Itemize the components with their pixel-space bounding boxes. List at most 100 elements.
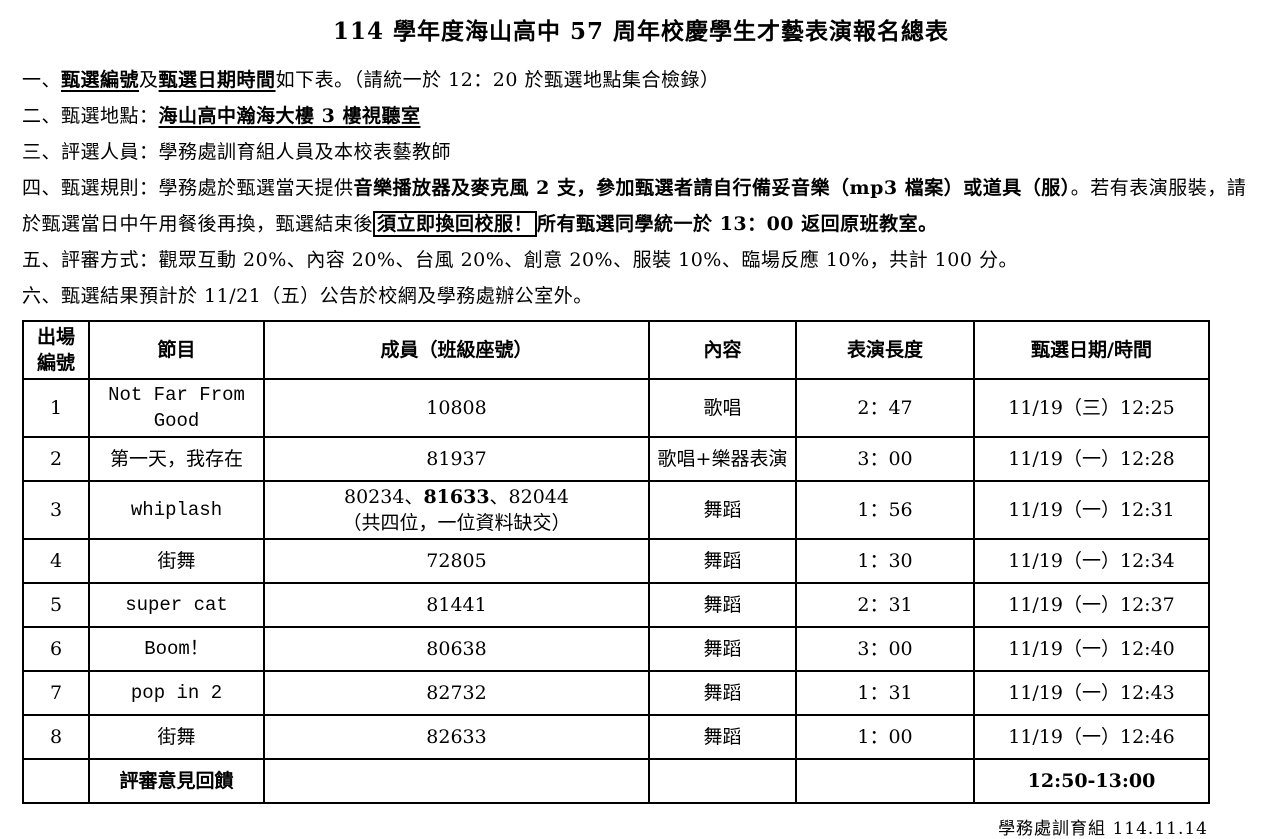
table-cell: 81937 (263, 436, 650, 482)
table-cell: 82732 (263, 670, 650, 716)
table-cell: 80234、81633、82044 （共四位，一位資料缺交） (263, 480, 650, 540)
table-cell: 11/19（三）12:25 (973, 378, 1210, 438)
table-cell: 1 (22, 378, 90, 438)
table-row: 5 super cat 81441 舞蹈 2：31 11/19（一）12:37 (22, 582, 1210, 628)
table-header: 出場 編號 節目 成員（班級座號） 內容 表演長度 甄選日期/時間 (22, 320, 1210, 380)
table-cell: 10808 (263, 378, 650, 438)
table-cell: 歌唱+樂器表演 (648, 436, 797, 482)
table-cell: 舞蹈 (648, 714, 797, 760)
note-segment: 音樂播放器及麥克風 2 支，參加甄選者請自行備妥音樂（mp3 檔案）或道具（服） (353, 177, 1071, 199)
note-segment: 六、甄選結果預計於 11/21（五）公告於校網及學務處辦公室外。 (22, 285, 593, 307)
table-cell: 3：00 (795, 436, 975, 482)
table-header-cell: 出場 編號 (22, 320, 90, 380)
table-cell: 街舞 (88, 714, 265, 760)
table-cell: 舞蹈 (648, 480, 797, 540)
table-header-cell: 成員（班級座號） (263, 320, 650, 380)
table-cell: 3：00 (795, 626, 975, 672)
cell-segment: 評審意見回饋 (119, 770, 234, 792)
table-row: 1 Not Far From Good 10808 歌唱 2：47 11/19（三）12:… (22, 378, 1210, 438)
table-row: 2 第一天，我存在 81937 歌唱+樂器表演 3：00 11/19（一）12:28 (22, 436, 1210, 482)
table-cell: pop in 2 (88, 670, 265, 716)
table-cell: 1：30 (795, 538, 975, 584)
table-cell: 評審意見回饋 (88, 758, 265, 804)
table-cell: 11/19（一）12:37 (973, 582, 1210, 628)
table-header-cell: 表演長度 (795, 320, 975, 380)
table-cell (795, 758, 975, 804)
table-row: 評審意見回饋 12:50-13:00 (22, 758, 1210, 804)
table-row: 8 街舞 82633 舞蹈 1：00 11/19（一）12:46 (22, 714, 1210, 760)
cell-segment: 80234、 (343, 486, 424, 508)
note-item: 二、甄選地點：海山高中瀚海大樓 3 樓視聽室 (22, 98, 1260, 134)
table-cell (263, 758, 650, 804)
note-segment: 海山高中瀚海大樓 3 樓視聽室 (158, 105, 421, 127)
registration-table: 出場 編號 節目 成員（班級座號） 內容 表演長度 甄選日期/時間 1 Not Far Fro… (22, 320, 1210, 804)
table-cell: whiplash (88, 480, 265, 540)
table-row: 6 Boom！ 80638 舞蹈 3：00 11/19（一）12:40 (22, 626, 1210, 672)
note-item: 五、評審方式：觀眾互動 20%、內容 20%、台風 20%、創意 20%、服裝 … (22, 242, 1260, 278)
table-cell: 街舞 (88, 538, 265, 584)
table-cell: 2：47 (795, 378, 975, 438)
table-cell (22, 758, 90, 804)
table-cell: 第一天，我存在 (88, 436, 265, 482)
footer-signature: 學務處訓育組 114.11.14 (998, 819, 1208, 839)
table-header-row: 出場 編號 節目 成員（班級座號） 內容 表演長度 甄選日期/時間 (22, 320, 1210, 380)
table-cell: 11/19（一）12:31 (973, 480, 1210, 540)
table-cell: 2：31 (795, 582, 975, 628)
table-cell: 1：31 (795, 670, 975, 716)
table-cell: 歌唱 (648, 378, 797, 438)
table-cell: 4 (22, 538, 90, 584)
note-segment: 二、甄選地點： (22, 105, 159, 127)
table-cell: 81441 (263, 582, 650, 628)
table-cell: 11/19（一）12:28 (973, 436, 1210, 482)
note-item: 三、評選人員：學務處訓育組人員及本校表藝教師 (22, 134, 1260, 170)
table-cell: 舞蹈 (648, 670, 797, 716)
table-cell: 3 (22, 480, 90, 540)
note-segment: 五、評審方式：觀眾互動 20%、內容 20%、台風 20%、創意 20%、服裝 … (22, 249, 1018, 271)
table-cell: 7 (22, 670, 90, 716)
table-cell: 72805 (263, 538, 650, 584)
table-cell: 82633 (263, 714, 650, 760)
note-item: 一、甄選編號及甄選日期時間如下表。（請統一於 12：20 於甄選地點集合檢錄） (22, 62, 1260, 98)
table-cell: 舞蹈 (648, 582, 797, 628)
cell-segment: （共四位，一位資料缺交） (342, 512, 571, 534)
note-item: 四、甄選規則：學務處於甄選當天提供音樂播放器及麥克風 2 支，參加甄選者請自行備… (22, 170, 1260, 242)
note-segment: 。若有表演服裝，請於甄選當日中午用餐後再換，甄選結束後 (22, 177, 1247, 235)
table-header-cell: 甄選日期/時間 (973, 320, 1210, 380)
note-segment: 須立即換回校服！ (373, 211, 538, 237)
cell-line: （共四位，一位資料缺交） (267, 510, 646, 536)
table-cell: 11/19（一）12:34 (973, 538, 1210, 584)
table-body: 1 Not Far From Good 10808 歌唱 2：47 11/19（三）12:… (22, 378, 1210, 804)
note-segment: 三、評選人員：學務處訓育組人員及本校表藝教師 (22, 141, 452, 163)
table-row: 3 whiplash 80234、81633、82044 （共四位，一位資料缺交） 舞蹈… (22, 480, 1210, 540)
note-segment: 甄選日期時間 (158, 69, 276, 91)
notes-list: 一、甄選編號及甄選日期時間如下表。（請統一於 12：20 於甄選地點集合檢錄）二… (22, 62, 1260, 314)
table-cell: 80638 (263, 626, 650, 672)
cell-line: 80234、81633、82044 (267, 484, 646, 510)
note-item: 六、甄選結果預計於 11/21（五）公告於校網及學務處辦公室外。 (22, 278, 1260, 314)
table-row: 7 pop in 2 82732 舞蹈 1：31 11/19（一）12:43 (22, 670, 1210, 716)
table-cell: Boom！ (88, 626, 265, 672)
table-header-cell: 內容 (648, 320, 797, 380)
table-cell: 8 (22, 714, 90, 760)
table-cell: 2 (22, 436, 90, 482)
cell-segment: 、82044 (489, 486, 569, 508)
note-segment: 甄選編號 (61, 69, 140, 91)
table-cell: 1：56 (795, 480, 975, 540)
cell-segment: 12:50-13:00 (1027, 770, 1156, 792)
table-cell: 舞蹈 (648, 538, 797, 584)
note-segment: 如下表。（請統一於 12：20 於甄選地點集合檢錄） (275, 69, 720, 91)
table-cell: 5 (22, 582, 90, 628)
table-cell: Not Far From Good (88, 378, 265, 438)
table-cell: super cat (88, 582, 265, 628)
table-header-cell: 節目 (88, 320, 265, 380)
page-title: 114 學年度海山高中 57 周年校慶學生才藝表演報名總表 (332, 18, 950, 45)
table-cell: 舞蹈 (648, 626, 797, 672)
table-cell: 11/19（一）12:40 (973, 626, 1210, 672)
table-cell: 11/19（一）12:46 (973, 714, 1210, 760)
cell-segment: 81633 (423, 486, 490, 508)
table-cell: 6 (22, 626, 90, 672)
note-segment: 一、 (22, 69, 62, 91)
note-segment: 所有甄選同學統一於 13：00 返回原班教室。 (537, 213, 938, 235)
table-cell: 1：00 (795, 714, 975, 760)
